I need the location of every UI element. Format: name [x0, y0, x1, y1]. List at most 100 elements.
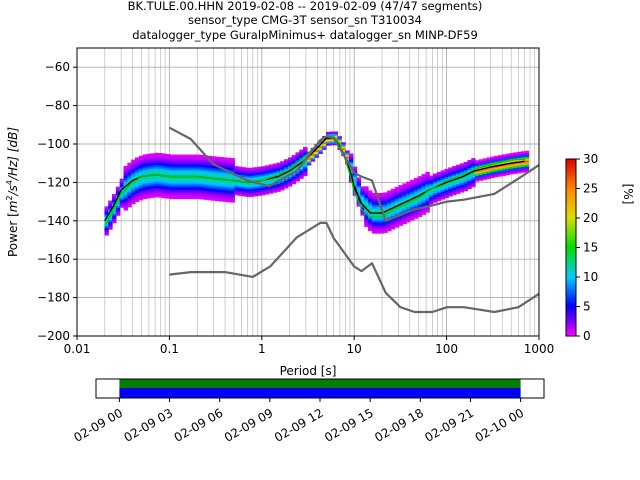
- heatmap-cell: [368, 207, 373, 210]
- heatmap-cell: [138, 180, 144, 184]
- heatmap-cell: [211, 192, 216, 196]
- heatmap-cell: [165, 192, 170, 195]
- heatmap-cell: [253, 186, 258, 189]
- heatmap-cell: [222, 195, 228, 199]
- heatmap-cell: [375, 219, 381, 223]
- heatmap-cell: [276, 189, 281, 192]
- heatmap-cell: [360, 205, 365, 208]
- heatmap-cell: [230, 175, 235, 178]
- heatmap-cell: [387, 200, 392, 203]
- heatmap-cell: [501, 173, 507, 176]
- heatmap-cell: [356, 188, 361, 192]
- heatmap-cell: [192, 158, 197, 161]
- heatmap-cell: [390, 200, 396, 203]
- heatmap-cell: [463, 175, 468, 178]
- heatmap-cell: [215, 162, 220, 165]
- heatmap-cell: [226, 186, 232, 189]
- heatmap-cell: [406, 208, 411, 211]
- heatmap-cell: [326, 133, 331, 137]
- heatmap-cell: [383, 224, 388, 228]
- heatmap-cell: [467, 177, 472, 180]
- heatmap-cell: [192, 185, 197, 188]
- heatmap-cell: [177, 168, 182, 171]
- heatmap-cell: [180, 194, 186, 198]
- heatmap-cell: [402, 192, 407, 196]
- heatmap-cell: [123, 202, 128, 205]
- heatmap-cell: [207, 165, 212, 168]
- heatmap-cell: [299, 149, 304, 152]
- heatmap-cell: [398, 208, 404, 211]
- heatmap-cell: [303, 173, 308, 177]
- heatmap-cell: [177, 189, 182, 192]
- heatmap-cell: [150, 162, 155, 166]
- heatmap-cell: [421, 197, 426, 200]
- heatmap-cell: [475, 173, 480, 176]
- heatmap-cell: [104, 227, 109, 230]
- heatmap-cell: [177, 158, 182, 161]
- heatmap-cell: [490, 160, 495, 163]
- heatmap-cell: [467, 159, 472, 163]
- heatmap-cell: [425, 181, 430, 184]
- heatmap-cell: [157, 195, 163, 198]
- heatmap-cell: [131, 167, 136, 170]
- heatmap-cell: [131, 190, 136, 193]
- heatmap-cell: [211, 173, 216, 176]
- heatmap-cell: [410, 195, 415, 198]
- heatmap-cell: [436, 171, 442, 175]
- heatmap-cell: [157, 181, 163, 185]
- heatmap-cell: [161, 191, 167, 195]
- heatmap-cell: [463, 184, 468, 188]
- heatmap-cell: [142, 181, 148, 184]
- heatmap-cell: [146, 180, 151, 184]
- heatmap-cell: [264, 186, 270, 189]
- heatmap-cell: [280, 184, 285, 187]
- heatmap-cell: [440, 187, 446, 191]
- heatmap-cell: [314, 145, 319, 149]
- colorbar-gradient: [565, 158, 577, 337]
- heatmap-cell: [417, 210, 423, 214]
- heatmap-cell: [146, 190, 151, 193]
- heatmap-cell: [154, 177, 159, 181]
- heatmap-cell: [264, 190, 270, 193]
- heatmap-cell: [241, 190, 247, 193]
- heatmap-cell: [425, 177, 430, 181]
- heatmap-cell: [119, 205, 125, 208]
- heatmap-cell: [199, 170, 205, 173]
- heatmap-cell: [249, 177, 255, 180]
- heatmap-cell: [379, 214, 384, 217]
- heatmap-cell: [517, 155, 522, 158]
- heatmap-cell: [211, 179, 216, 182]
- heatmap-cell: [196, 173, 201, 177]
- heatmap-cell: [203, 161, 209, 164]
- x-tick-label: 1000: [524, 342, 555, 356]
- heatmap-cell: [161, 165, 167, 168]
- heatmap-cell: [184, 191, 190, 194]
- heatmap-cell: [513, 167, 518, 171]
- heatmap-cell: [459, 176, 465, 180]
- heatmap-cell: [303, 152, 308, 156]
- heatmap-cell: [463, 161, 468, 165]
- heatmap-cell: [520, 162, 526, 166]
- heatmap-cell: [192, 166, 197, 169]
- heatmap-cell: [406, 212, 411, 215]
- heatmap-cell: [138, 182, 144, 185]
- heatmap-cell: [104, 217, 109, 221]
- heatmap-cell: [184, 169, 190, 173]
- colorbar-tick-label: 0: [583, 329, 591, 343]
- heatmap-cell: [432, 190, 438, 194]
- heatmap-cell: [234, 175, 239, 179]
- heatmap-cell: [161, 155, 167, 158]
- heatmap-cell: [127, 164, 132, 168]
- heatmap-cell: [299, 172, 304, 176]
- heatmap-cell: [234, 177, 239, 180]
- heatmap-cell: [417, 208, 423, 212]
- heatmap-cell: [436, 194, 442, 198]
- heatmap-cell: [406, 196, 411, 200]
- heatmap-cell: [115, 203, 121, 207]
- coverage-tick-label: 02-09 21: [422, 406, 476, 445]
- heatmap-cell: [261, 175, 266, 179]
- heatmap-cell: [146, 153, 151, 157]
- heatmap-cell: [154, 193, 159, 196]
- heatmap-cell: [490, 162, 495, 165]
- heatmap-cell: [398, 204, 404, 207]
